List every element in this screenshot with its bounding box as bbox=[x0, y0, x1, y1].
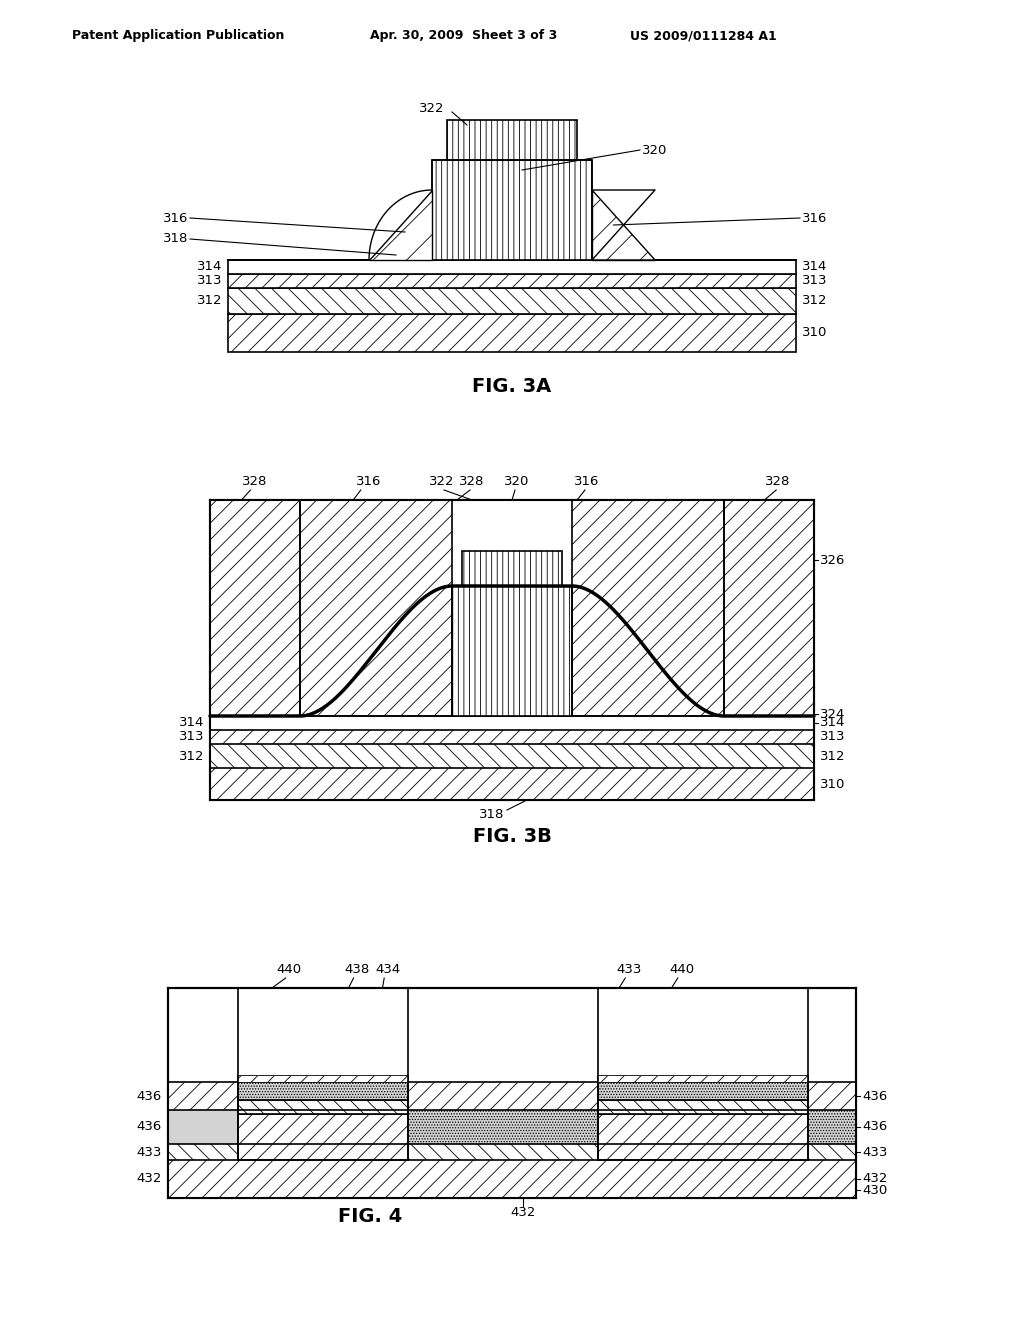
Bar bbox=[168, 1082, 856, 1110]
Text: 316: 316 bbox=[574, 475, 600, 488]
Text: 440: 440 bbox=[670, 964, 694, 975]
Bar bbox=[598, 1114, 808, 1160]
Bar bbox=[724, 500, 814, 715]
Bar bbox=[210, 744, 814, 768]
Bar bbox=[238, 1076, 408, 1100]
Bar bbox=[238, 1100, 408, 1114]
Text: 310: 310 bbox=[820, 777, 846, 791]
Text: 328: 328 bbox=[243, 475, 267, 488]
Text: 326: 326 bbox=[820, 553, 846, 566]
Text: 432: 432 bbox=[862, 1172, 888, 1185]
Text: FIG. 3A: FIG. 3A bbox=[472, 378, 552, 396]
Bar bbox=[238, 1114, 408, 1160]
Text: 312: 312 bbox=[197, 294, 222, 308]
Text: 316: 316 bbox=[163, 211, 188, 224]
Text: 328: 328 bbox=[765, 475, 791, 488]
Bar bbox=[598, 1100, 808, 1114]
Text: 436: 436 bbox=[862, 1089, 887, 1102]
Text: 433: 433 bbox=[616, 964, 642, 975]
Bar bbox=[452, 586, 572, 715]
Text: 324: 324 bbox=[820, 708, 846, 721]
Bar bbox=[452, 586, 572, 715]
Bar bbox=[572, 500, 724, 715]
Text: US 2009/0111284 A1: US 2009/0111284 A1 bbox=[630, 29, 777, 42]
Text: 328: 328 bbox=[460, 475, 484, 488]
Bar bbox=[210, 768, 814, 800]
Text: 432: 432 bbox=[136, 1172, 162, 1185]
Bar bbox=[447, 120, 577, 160]
Text: 322: 322 bbox=[429, 475, 455, 488]
Text: 433: 433 bbox=[862, 1146, 888, 1159]
Bar bbox=[228, 275, 796, 288]
Text: 436: 436 bbox=[137, 1089, 162, 1102]
Text: 318: 318 bbox=[479, 808, 505, 821]
Text: Apr. 30, 2009  Sheet 3 of 3: Apr. 30, 2009 Sheet 3 of 3 bbox=[370, 29, 557, 42]
Bar bbox=[238, 1076, 408, 1082]
Text: 313: 313 bbox=[820, 730, 846, 743]
Text: 432: 432 bbox=[510, 1205, 536, 1218]
Text: 316: 316 bbox=[355, 475, 381, 488]
Text: 440: 440 bbox=[276, 964, 301, 975]
Bar bbox=[168, 1144, 856, 1160]
Text: 312: 312 bbox=[802, 294, 827, 308]
Text: 313: 313 bbox=[802, 275, 827, 288]
Text: 430: 430 bbox=[862, 1184, 887, 1196]
Bar bbox=[210, 715, 814, 730]
Bar bbox=[228, 288, 796, 314]
Bar bbox=[228, 260, 796, 275]
Bar bbox=[168, 1110, 856, 1144]
Polygon shape bbox=[369, 190, 432, 260]
Bar bbox=[168, 1160, 856, 1199]
Polygon shape bbox=[592, 190, 655, 260]
Text: Patent Application Publication: Patent Application Publication bbox=[72, 29, 285, 42]
Text: 316: 316 bbox=[802, 211, 827, 224]
Text: 314: 314 bbox=[820, 717, 846, 730]
Text: 433: 433 bbox=[136, 1146, 162, 1159]
Text: 310: 310 bbox=[802, 326, 827, 339]
Bar bbox=[598, 1076, 808, 1100]
Bar bbox=[300, 500, 452, 715]
Text: 314: 314 bbox=[178, 717, 204, 730]
Bar bbox=[462, 550, 562, 586]
Bar bbox=[210, 730, 814, 744]
Text: 318: 318 bbox=[163, 232, 188, 246]
Text: 320: 320 bbox=[642, 144, 668, 157]
Text: 314: 314 bbox=[802, 260, 827, 273]
Text: 312: 312 bbox=[820, 750, 846, 763]
Text: 312: 312 bbox=[178, 750, 204, 763]
Text: 322: 322 bbox=[419, 102, 444, 115]
Bar bbox=[228, 314, 796, 352]
Bar bbox=[210, 500, 300, 715]
Text: FIG. 3B: FIG. 3B bbox=[472, 826, 552, 846]
Text: 320: 320 bbox=[504, 475, 529, 488]
Bar bbox=[168, 987, 856, 1199]
Text: 313: 313 bbox=[178, 730, 204, 743]
Bar bbox=[210, 500, 814, 800]
Text: 438: 438 bbox=[344, 964, 370, 975]
Bar bbox=[598, 1076, 808, 1082]
Bar bbox=[168, 1110, 238, 1144]
Text: 313: 313 bbox=[197, 275, 222, 288]
Bar bbox=[300, 500, 724, 770]
Text: 314: 314 bbox=[197, 260, 222, 273]
Text: 436: 436 bbox=[137, 1121, 162, 1134]
Text: 436: 436 bbox=[862, 1121, 887, 1134]
Text: FIG. 4: FIG. 4 bbox=[338, 1206, 402, 1225]
Text: 434: 434 bbox=[375, 964, 400, 975]
Bar bbox=[432, 160, 592, 260]
